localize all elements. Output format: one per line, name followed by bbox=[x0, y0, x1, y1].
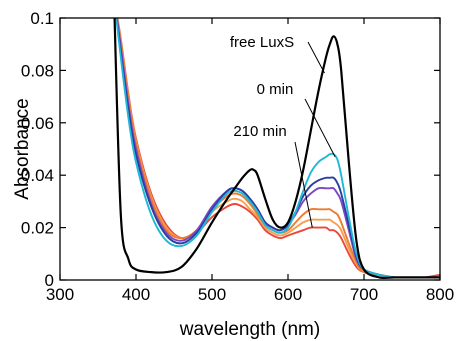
annotation-label: 210 min bbox=[233, 123, 286, 140]
annotation-leader bbox=[307, 41, 325, 74]
annotation-layer: free LuxS 0 min 210 min bbox=[230, 34, 336, 228]
x-tick-label: 700 bbox=[350, 285, 378, 304]
y-tick-label: 0.04 bbox=[21, 166, 54, 185]
annotation-label: free LuxS bbox=[230, 34, 294, 51]
annotation-leader bbox=[294, 141, 313, 228]
plot-frame bbox=[59, 17, 441, 281]
annotation-leader bbox=[304, 98, 336, 158]
y-tick-label: 0.08 bbox=[21, 61, 54, 80]
annotation-label: 0 min bbox=[257, 81, 294, 98]
series-layer bbox=[113, 18, 440, 280]
series-line-2 bbox=[115, 18, 440, 279]
x-axis-label: wavelength (nm) bbox=[179, 319, 320, 340]
tick-layer: 300 400 500 600 700 800 0 0.02 0.04 0.06 0.08 0.1 bbox=[21, 9, 454, 304]
y-tick-label: 0.02 bbox=[21, 219, 54, 238]
x-tick-label: 400 bbox=[122, 285, 150, 304]
x-tick-label: 800 bbox=[426, 285, 454, 304]
x-tick-label: 500 bbox=[198, 285, 226, 304]
y-tick-label: 0.1 bbox=[30, 9, 54, 28]
x-tick-label: 300 bbox=[46, 285, 74, 304]
y-tick-label: 0 bbox=[45, 271, 54, 290]
y-axis-label: Absorbance bbox=[12, 98, 33, 199]
series-line-1 bbox=[113, 18, 440, 280]
series-line-5 bbox=[116, 18, 440, 279]
y-tick-label: 0.06 bbox=[21, 114, 54, 133]
x-tick-label: 600 bbox=[274, 285, 302, 304]
